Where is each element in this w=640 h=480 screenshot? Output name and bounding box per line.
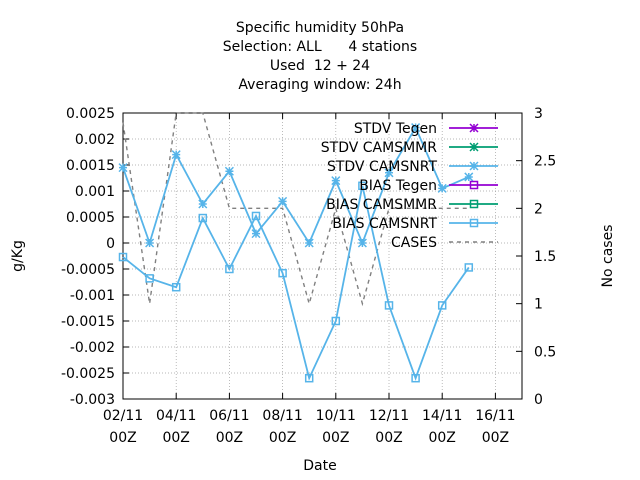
data-point bbox=[464, 172, 474, 182]
x-tick-label-time: 00Z bbox=[109, 430, 136, 446]
series-cases bbox=[122, 112, 469, 307]
data-point bbox=[411, 373, 420, 383]
y-tick-label: 0 bbox=[106, 236, 115, 252]
x-tick-label-time: 00Z bbox=[322, 430, 349, 446]
y-tick-label: 0.002 bbox=[75, 132, 115, 148]
series-bias-camsnrt bbox=[118, 181, 474, 383]
data-point bbox=[278, 196, 288, 206]
legend-label: BIAS CAMSMMR bbox=[326, 197, 437, 213]
data-point bbox=[118, 252, 128, 262]
y-tick-label: -0.001 bbox=[70, 288, 115, 304]
x-axis-ticks: 02/11 00Z 04/11 00Z 06/11 00Z 08/11 00Z 10/11 00Z… bbox=[103, 113, 516, 446]
data-point bbox=[357, 238, 367, 248]
y-tick-label: 0.0005 bbox=[66, 210, 115, 226]
title-line: Used 12 + 24 bbox=[270, 58, 370, 74]
y2-tick-label: 3 bbox=[534, 106, 543, 122]
data-point bbox=[304, 238, 314, 248]
x-tick-label-time: 00Z bbox=[482, 430, 509, 446]
legend-marker bbox=[469, 123, 479, 133]
legend-label: STDV CAMSMMR bbox=[321, 140, 437, 156]
legend-label: CASES bbox=[391, 235, 437, 251]
legend-marker bbox=[469, 142, 479, 152]
title-line: Selection: ALL 4 stations bbox=[223, 39, 417, 55]
y2-tick-label: 1 bbox=[534, 297, 543, 313]
data-point bbox=[437, 183, 447, 193]
x-tick-label: 02/11 bbox=[103, 408, 143, 424]
data-point bbox=[251, 211, 261, 221]
data-point bbox=[251, 229, 261, 239]
series-line bbox=[122, 125, 470, 246]
data-point bbox=[224, 166, 234, 176]
x-tick-label-time: 00Z bbox=[375, 430, 402, 446]
series-stdv-camsnrt bbox=[118, 123, 474, 248]
data-point bbox=[358, 181, 367, 191]
x-tick-label: 14/11 bbox=[422, 408, 462, 424]
legend-marker bbox=[469, 199, 479, 209]
data-point bbox=[198, 213, 208, 223]
legend-marker bbox=[469, 161, 479, 171]
chart-title: Specific humidity 50hPa Selection: ALL 4 … bbox=[223, 20, 417, 93]
x-tick-label-time: 00Z bbox=[216, 430, 243, 446]
legend-label: STDV Tegen bbox=[354, 121, 437, 137]
data-point bbox=[145, 274, 154, 283]
x-tick-label-time: 00Z bbox=[269, 430, 296, 446]
x-tick-label-time: 00Z bbox=[162, 430, 189, 446]
data-point bbox=[331, 176, 341, 186]
data-point bbox=[225, 264, 234, 274]
y-tick-label: 0.0025 bbox=[66, 106, 115, 122]
y-axis-label: g/Kg bbox=[10, 240, 26, 272]
legend-marker bbox=[469, 180, 479, 190]
x-tick-label: 04/11 bbox=[156, 408, 196, 424]
data-point bbox=[437, 301, 447, 310]
legend-marker bbox=[469, 218, 479, 228]
legend-label: BIAS CAMSNRT bbox=[332, 216, 437, 232]
data-point bbox=[198, 199, 208, 209]
x-axis-label: Date bbox=[303, 458, 336, 474]
data-point bbox=[145, 238, 155, 248]
x-tick-label: 12/11 bbox=[369, 408, 409, 424]
data-point bbox=[278, 268, 287, 278]
title-line: Averaging window: 24h bbox=[238, 77, 401, 93]
y-axis-ticks: 0.0025 0.002 0.0015 0.001 0.0005 0 -0.0005 -0.0… bbox=[61, 106, 129, 408]
y-tick-label: -0.002 bbox=[70, 340, 115, 356]
x-tick-label: 10/11 bbox=[316, 408, 356, 424]
series-line bbox=[122, 112, 469, 307]
legend: STDV Tegen STDV CAMSMMR STDV CAMSNRT BIAS T… bbox=[321, 121, 498, 251]
series-line bbox=[122, 185, 470, 381]
y-tick-label: 0.0015 bbox=[66, 158, 115, 174]
data-point bbox=[411, 123, 421, 133]
y2-tick-label: 2.5 bbox=[534, 154, 556, 170]
y2-tick-label: 0 bbox=[534, 392, 543, 408]
y-tick-label: -0.0015 bbox=[61, 314, 115, 330]
data-point bbox=[464, 263, 474, 272]
x-tick-label: 16/11 bbox=[475, 408, 515, 424]
data-point bbox=[171, 150, 181, 160]
y-tick-label: -0.003 bbox=[70, 392, 115, 408]
data-point bbox=[118, 163, 128, 173]
x-tick-label-time: 00Z bbox=[428, 430, 455, 446]
y2-tick-label: 0.5 bbox=[534, 344, 556, 360]
series-layer bbox=[118, 112, 474, 383]
data-point bbox=[171, 282, 181, 292]
x-tick-label: 08/11 bbox=[262, 408, 302, 424]
y2-axis-label: No cases bbox=[600, 225, 616, 288]
y-tick-label: 0.001 bbox=[75, 184, 115, 200]
y2-axis-ticks: 3 2.5 2 1.5 1 0.5 0 bbox=[516, 106, 556, 408]
y2-tick-label: 1.5 bbox=[534, 249, 556, 265]
title-line: Specific humidity 50hPa bbox=[236, 20, 404, 36]
data-point bbox=[384, 168, 394, 178]
legend-label: STDV CAMSNRT bbox=[327, 159, 438, 175]
legend-label: BIAS Tegen bbox=[359, 178, 437, 194]
y-tick-label: -0.0005 bbox=[61, 262, 115, 278]
data-point bbox=[304, 373, 314, 383]
x-tick-label: 06/11 bbox=[209, 408, 249, 424]
y2-tick-label: 2 bbox=[534, 201, 543, 217]
grid bbox=[123, 113, 522, 399]
data-point bbox=[331, 316, 341, 326]
data-point bbox=[384, 301, 394, 310]
y-tick-label: -0.0025 bbox=[61, 366, 115, 382]
